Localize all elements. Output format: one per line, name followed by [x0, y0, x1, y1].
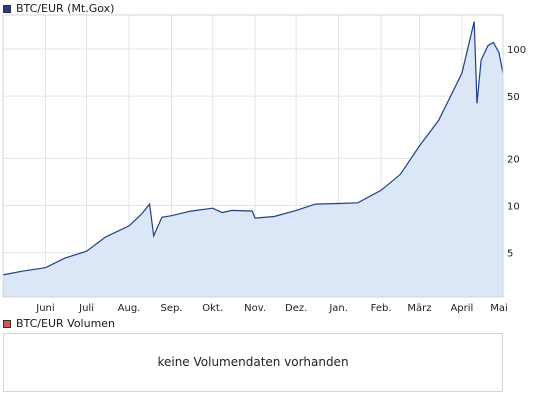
- chart-frame: [2, 14, 504, 298]
- y-tick-label: 100: [507, 45, 526, 56]
- price-series-line: [2, 21, 504, 276]
- volume-legend-swatch: [3, 319, 11, 328]
- price-chart: Juni Juli Aug. Sep. Okt. Nov. Dez. Jan. Feb. März…: [2, 14, 526, 314]
- x-tick-label: Dez.: [285, 303, 307, 314]
- x-tick-label: Jan.: [328, 303, 348, 314]
- x-tick-label: Nov.: [244, 303, 266, 314]
- price-legend: BTC/EUR (Mt.Gox): [3, 2, 114, 15]
- price-area-fill: [3, 21, 503, 297]
- x-tick-label: Sep.: [160, 303, 182, 314]
- volume-legend-label: BTC/EUR Volumen: [16, 317, 116, 330]
- x-tick-label: Feb.: [371, 303, 392, 314]
- x-tick-label: Okt.: [202, 303, 223, 314]
- x-tick-label: Juli: [78, 303, 94, 314]
- volume-panel: keine Volumendaten vorhanden: [3, 333, 503, 392]
- volume-legend: BTC/EUR Volumen: [3, 317, 115, 330]
- x-axis: Juni Juli Aug. Sep. Okt. Nov. Dez. Jan. Feb. März…: [35, 303, 508, 314]
- y-tick-label: 5: [507, 249, 513, 260]
- x-tick-label: Juni: [35, 303, 54, 314]
- price-legend-label: BTC/EUR (Mt.Gox): [16, 2, 115, 15]
- x-tick-label: Aug.: [118, 303, 141, 314]
- y-axis: 5 10 20 50 100: [507, 45, 526, 260]
- x-tick-label: Mai: [490, 303, 508, 314]
- price-legend-swatch: [3, 4, 11, 13]
- y-tick-label: 50: [507, 92, 520, 103]
- x-tick-label: März: [407, 303, 431, 314]
- y-tick-label: 10: [507, 201, 520, 212]
- volume-empty-message: keine Volumendaten vorhanden: [157, 355, 349, 369]
- y-tick-label: 20: [507, 154, 520, 165]
- x-tick-label: April: [450, 303, 473, 314]
